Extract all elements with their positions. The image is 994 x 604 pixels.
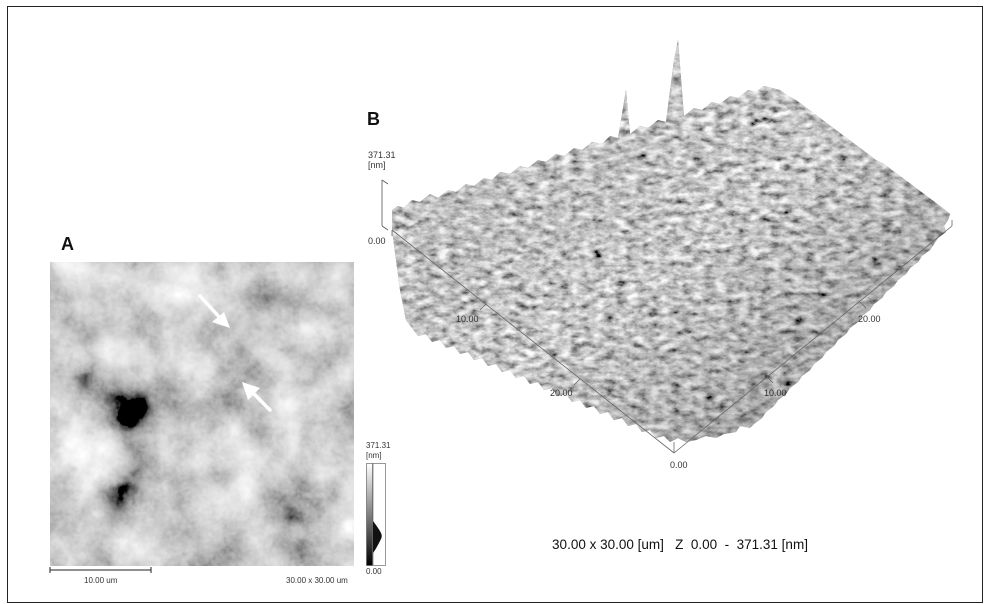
afm-height-image	[50, 262, 354, 566]
colorbar-unit-label: [nm]	[366, 451, 382, 460]
z-axis-line	[381, 179, 389, 231]
scan-parameters-caption: 30.00 x 30.00 [um] Z 0.00 - 371.31 [nm]	[552, 537, 808, 552]
scale-bar	[49, 567, 152, 573]
colorbar-min-label: 0.00	[366, 567, 382, 576]
height-colorbar	[366, 463, 386, 566]
surface-mesh	[392, 40, 950, 442]
image-size-label: 30.00 x 30.00 um	[286, 576, 348, 585]
origin-tick: 0.00	[670, 460, 688, 470]
z-unit-label: [nm]	[368, 160, 386, 170]
panel-a-label: A	[61, 234, 74, 254]
arrow-marker-1	[198, 294, 230, 328]
left-axis-tick-20: 20.00	[550, 388, 573, 398]
z-min-label: 0.00	[368, 236, 386, 246]
panel-b-label: B	[367, 109, 380, 129]
afm-3d-surface-plot: 10.00 20.00 10.00 20.00 0.00 371.31 [nm]…	[368, 40, 953, 470]
z-max-label: 371.31	[368, 150, 396, 160]
left-axis-tick-10: 10.00	[456, 314, 479, 324]
arrow-marker-2	[242, 382, 272, 412]
scale-bar-label: 10.00 um	[84, 576, 118, 585]
colorbar-max-label: 371.31	[366, 441, 391, 450]
right-axis-tick-10: 10.00	[764, 388, 787, 398]
base-axes	[391, 220, 953, 454]
right-axis-tick-20: 20.00	[858, 314, 881, 324]
